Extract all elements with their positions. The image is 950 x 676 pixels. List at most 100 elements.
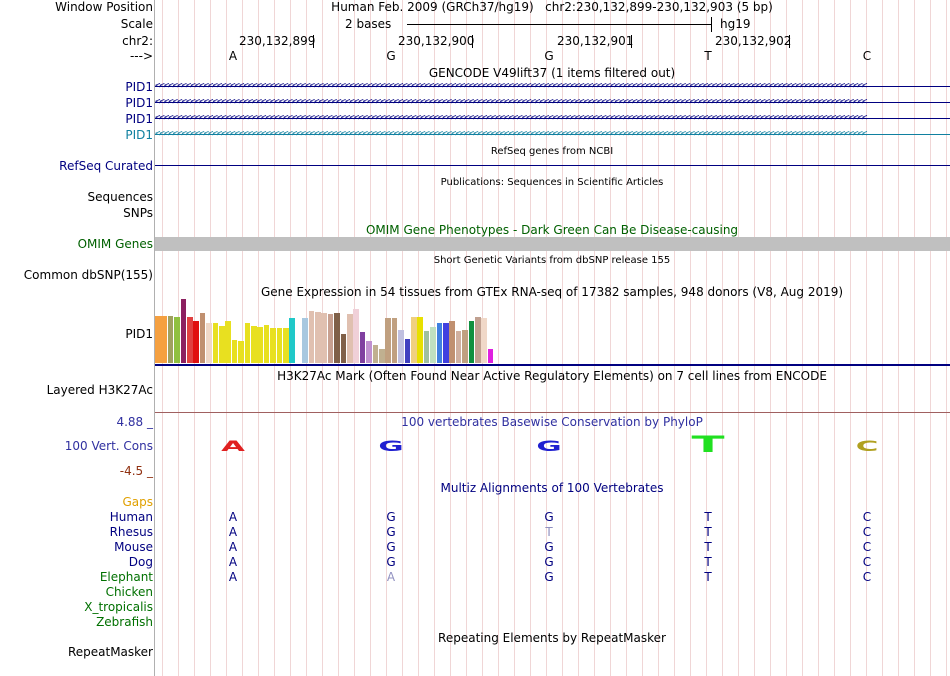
repeatmasker-label[interactable]: RepeatMasker [67,645,153,659]
gencode-transcript-2[interactable]: <<<<<<<<<<<<<<<<<<<<<<<<<<<<<<<<<<<<<<<<… [155,96,950,108]
grid-line [754,0,755,676]
grid-line [898,0,899,676]
gtex-tissue-bar[interactable] [219,326,225,363]
grid-line [946,0,947,676]
species-label[interactable]: X_tropicalis [84,600,153,614]
gtex-tissue-bar[interactable] [225,321,231,363]
gtex-tissue-bar[interactable] [398,330,404,363]
gtex-tissue-bar[interactable] [180,299,187,363]
alignment-base: C [862,525,872,539]
gtex-tissue-bar[interactable] [199,313,206,363]
gencode-transcript-1[interactable]: <<<<<<<<<<<<<<<<<<<<<<<<<<<<<<<<<<<<<<<<… [155,80,950,92]
gtex-tissue-bar[interactable] [366,341,372,363]
gtex-tissue-bar[interactable] [487,349,494,363]
species-label[interactable]: Human [109,510,153,524]
gtex-tissue-bar[interactable] [455,331,462,363]
gtex-tissue-bar[interactable] [404,339,411,363]
gencode-transcript-3[interactable]: <<<<<<<<<<<<<<<<<<<<<<<<<<<<<<<<<<<<<<<<… [155,112,950,124]
gtex-tissue-bar[interactable] [174,317,180,363]
ruler-tick-label: 230,132,900 [398,34,475,48]
gtex-tissue-bar[interactable] [308,311,315,363]
gtex-tissue-bar[interactable] [391,318,398,363]
gtex-tissue-bar[interactable] [462,330,468,363]
gtex-tissue-bar[interactable] [385,318,391,363]
gtex-tissue-bar[interactable] [161,316,167,363]
alignment-base: T [704,525,712,539]
phylop-label[interactable]: 100 Vert. Cons [64,439,153,453]
gtex-tissue-bar[interactable] [321,313,327,363]
alignment-base: G [544,540,554,554]
grid-line [930,0,931,676]
gtex-tissue-bar[interactable] [276,328,283,363]
gtex-tissue-bar[interactable] [475,317,481,363]
gencode-gene-label-3[interactable]: PID1 [125,112,153,126]
publications-snps-label[interactable]: SNPs [123,206,153,220]
species-label[interactable]: Mouse [114,540,153,554]
publications-sequences-label[interactable]: Sequences [87,190,153,204]
gtex-tissue-bar[interactable] [167,316,174,363]
species-label[interactable]: Elephant [99,570,153,584]
species-label[interactable]: Zebrafish [96,615,153,629]
gtex-tissue-bar[interactable] [379,349,385,363]
gtex-tissue-bar[interactable] [327,314,334,363]
species-label[interactable]: Rhesus [109,525,153,539]
omim-feature-bar[interactable] [155,237,950,251]
refseq-label[interactable]: RefSeq Curated [59,159,153,173]
track-image[interactable]: Human Feb. 2009 (GRCh37/hg19) chr2:230,1… [155,0,950,676]
h3k27ac-label[interactable]: Layered H3K27Ac [46,383,153,397]
gencode-gene-label-2[interactable]: PID1 [125,96,153,110]
gtex-tissue-bar[interactable] [340,334,347,363]
gtex-tissue-bar[interactable] [244,323,251,363]
gencode-transcript-4[interactable]: <<<<<<<<<<<<<<<<<<<<<<<<<<<<<<<<<<<<<<<<… [155,128,950,140]
ruler-tick-label: 230,132,902 [715,34,792,48]
refseq-gene-line[interactable] [155,165,950,166]
gtex-tissue-bar[interactable] [270,328,276,363]
gtex-tissue-bar[interactable] [238,341,244,363]
gencode-gene-label-1[interactable]: PID1 [125,80,153,94]
gtex-tissue-bar[interactable] [359,332,366,363]
gtex-tissue-bar[interactable] [212,323,219,363]
gtex-tissue-bar[interactable] [283,328,289,363]
species-label[interactable]: Chicken [105,585,153,599]
gtex-tissue-bar[interactable] [353,309,359,363]
alignment-base: A [386,570,396,584]
dbsnp-label[interactable]: Common dbSNP(155) [23,268,153,282]
gtex-tissue-bar[interactable] [372,345,379,363]
gtex-tissue-bar[interactable] [417,317,423,363]
gtex-tissue-bar[interactable] [187,317,193,363]
gtex-tissue-bar[interactable] [436,323,443,363]
gtex-tissue-bar[interactable] [468,321,475,363]
phylop-title: 100 vertebrates Basewise Conservation by… [401,415,703,429]
gtex-tissue-bar[interactable] [411,317,417,363]
gtex-gene-label[interactable]: PID1 [125,327,153,341]
gtex-tissue-bar[interactable] [449,321,455,363]
multiz-title: Multiz Alignments of 100 Vertebrates [440,481,664,495]
gtex-tissue-bar[interactable] [263,325,270,363]
alignment-base: G [386,540,396,554]
grid-line [642,0,643,676]
gtex-tissue-bar[interactable] [302,318,308,363]
gtex-tissue-bar[interactable] [481,318,487,363]
gtex-tissue-bar[interactable] [257,327,263,363]
ruler-base: A [228,49,238,63]
gtex-tissue-bar[interactable] [251,326,257,363]
gtex-tissue-bar[interactable] [206,323,212,363]
gtex-tissue-bar[interactable] [155,316,161,363]
gtex-tissue-bar[interactable] [347,314,353,363]
gtex-tissue-bar[interactable] [423,331,430,363]
omim-label[interactable]: OMIM Genes [77,237,153,251]
gtex-bar-chart[interactable] [155,299,535,363]
scale-label: Scale [120,17,153,31]
multiz-gaps-label[interactable]: Gaps [122,495,153,509]
grid-line [546,0,547,676]
gtex-tissue-bar[interactable] [430,327,436,363]
gtex-tissue-bar[interactable] [334,313,340,363]
gtex-tissue-bar[interactable] [231,340,238,363]
gtex-tissue-bar[interactable] [315,312,321,363]
species-label[interactable]: Dog [128,555,153,569]
ruler-tick [313,35,314,48]
gtex-tissue-bar[interactable] [193,321,199,363]
gtex-tissue-bar[interactable] [289,318,295,363]
gtex-tissue-bar[interactable] [443,323,449,363]
gencode-gene-label-4[interactable]: PID1 [125,128,153,142]
